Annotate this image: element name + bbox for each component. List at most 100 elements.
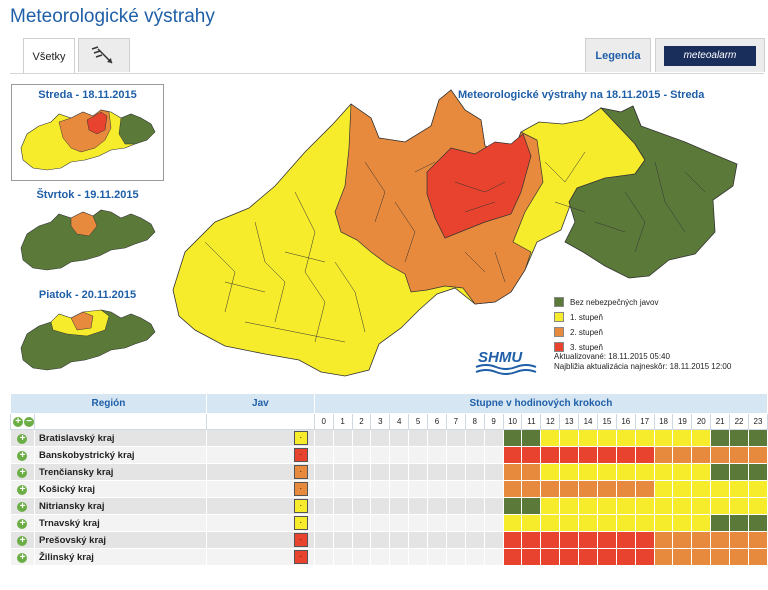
row-expand-button[interactable]: + <box>10 463 35 481</box>
hour-header-23: 23 <box>747 413 768 430</box>
hour-cell <box>351 480 372 498</box>
plus-icon[interactable]: + <box>17 467 28 478</box>
rain-warning-icon[interactable]: ٠ <box>293 499 308 513</box>
hour-cell <box>313 531 334 549</box>
table-row: + Nitriansky kraj ٠ <box>10 497 768 515</box>
hour-cell <box>559 429 580 447</box>
tab-all[interactable]: Všetky <box>23 38 75 74</box>
hour-cell <box>351 548 372 566</box>
collapse-all-icon[interactable]: − <box>24 416 34 427</box>
day-thumbnail-1[interactable]: Streda - 18.11.2015 <box>11 84 164 181</box>
plus-icon[interactable]: + <box>17 518 28 529</box>
hour-header-17: 17 <box>634 413 655 430</box>
hour-cell <box>389 497 410 515</box>
hour-cell <box>408 463 429 481</box>
expand-collapse-all[interactable]: + − <box>10 413 35 430</box>
rain-warning-icon[interactable]: ٠ <box>293 482 308 496</box>
row-expand-button[interactable]: + <box>10 446 35 464</box>
hour-cell <box>502 463 523 481</box>
hour-cell <box>672 514 693 532</box>
table-row: + Trnavský kraj ٠ <box>10 514 768 532</box>
hour-cell <box>634 480 655 498</box>
hour-cell <box>445 497 466 515</box>
plus-icon[interactable]: + <box>17 552 28 563</box>
hour-cell <box>729 429 749 447</box>
hour-cell <box>332 514 353 532</box>
row-expand-button[interactable]: + <box>10 548 35 566</box>
hour-cell <box>370 429 391 447</box>
legend-item-level3: 3. stupeň <box>554 341 659 353</box>
tab-wind[interactable] <box>78 38 130 72</box>
hour-cell <box>370 514 391 532</box>
hour-cell <box>521 480 542 498</box>
hour-cell <box>502 429 523 447</box>
tab-legend[interactable]: Legenda <box>585 38 651 72</box>
hour-cell <box>710 429 731 447</box>
hour-cell <box>351 497 372 515</box>
hour-header-16: 16 <box>615 413 636 430</box>
hour-cell <box>672 429 693 447</box>
region-name: Bratislavský kraj <box>33 429 207 447</box>
row-expand-button[interactable]: + <box>10 531 35 549</box>
map-thumbnail-1 <box>20 109 155 171</box>
plus-icon[interactable]: + <box>17 484 28 495</box>
tab-meteoalarm[interactable]: meteoalarm <box>655 38 765 72</box>
hour-cell <box>747 480 768 498</box>
rain-warning-icon[interactable]: ٠ <box>293 516 308 530</box>
region-name: Nitriansky kraj <box>33 497 207 515</box>
hour-cell <box>521 548 542 566</box>
legend-item-level2: 2. stupeň <box>554 326 659 338</box>
hour-cell <box>445 429 466 447</box>
row-expand-button[interactable]: + <box>10 480 35 498</box>
hour-cell <box>729 463 749 481</box>
plus-icon[interactable]: + <box>17 433 28 444</box>
plus-icon[interactable]: + <box>17 501 28 512</box>
phenomenon-cell: ٠ <box>205 429 315 447</box>
phenomenon-cell: ٠ <box>205 446 315 464</box>
day-label-2: Štvrtok - 19.11.2015 <box>36 189 139 201</box>
hour-cell <box>464 514 485 532</box>
phenomenon-cell: ٠ <box>205 531 315 549</box>
hour-cell <box>578 514 598 532</box>
rain-warning-icon[interactable]: ٠ <box>293 448 308 462</box>
hour-cell <box>653 463 674 481</box>
hour-header-9: 9 <box>483 413 504 430</box>
hour-cell <box>559 480 580 498</box>
rain-warning-icon[interactable]: ٠ <box>293 550 308 564</box>
hour-cell <box>351 531 372 549</box>
hour-cell <box>370 497 391 515</box>
day-thumbnail-2[interactable]: Štvrtok - 19.11.2015 <box>11 189 164 276</box>
legend-item-none: Bez nebezpečných javov <box>554 296 659 308</box>
expand-all-icon[interactable]: + <box>13 416 23 427</box>
plus-icon[interactable]: + <box>17 450 28 461</box>
rain-warning-icon[interactable]: ٠ <box>293 533 308 547</box>
hour-header-11: 11 <box>521 413 542 430</box>
rain-warning-icon[interactable]: ٠ <box>293 431 308 445</box>
row-expand-button[interactable]: + <box>10 429 35 447</box>
hour-cell <box>634 446 655 464</box>
tab-all-label: Všetky <box>32 50 66 63</box>
hour-cell <box>691 531 712 549</box>
region-name: Prešovský kraj <box>33 531 207 549</box>
phenomenon-cell: ٠ <box>205 480 315 498</box>
hour-cell <box>729 531 749 549</box>
hour-cell <box>615 497 636 515</box>
rain-warning-icon[interactable]: ٠ <box>293 465 308 479</box>
hour-cell <box>464 446 485 464</box>
hour-cell <box>596 446 617 464</box>
hour-cell <box>464 497 485 515</box>
row-expand-button[interactable]: + <box>10 497 35 515</box>
hour-cell <box>710 480 731 498</box>
plus-icon[interactable]: + <box>17 535 28 546</box>
hour-cell <box>464 463 485 481</box>
warning-map[interactable] <box>165 82 750 387</box>
hour-cell <box>483 463 504 481</box>
row-expand-button[interactable]: + <box>10 514 35 532</box>
svg-text:SHMU: SHMU <box>478 349 523 366</box>
hour-cell <box>559 531 580 549</box>
hour-cell <box>540 480 561 498</box>
hour-cell <box>578 463 598 481</box>
hour-cell <box>332 531 353 549</box>
day-thumbnail-3[interactable]: Piatok - 20.11.2015 <box>11 289 164 376</box>
hour-cell <box>672 531 693 549</box>
